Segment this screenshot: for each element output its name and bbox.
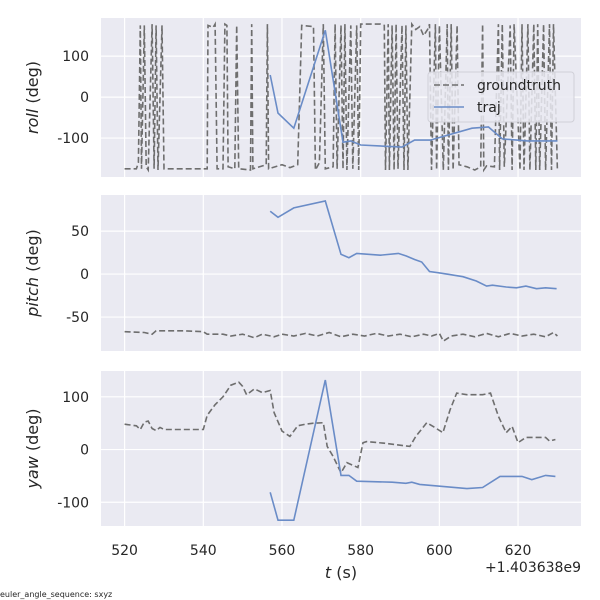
- series-traj-pitch: [269, 200, 557, 290]
- x-tick-label: 560: [269, 543, 296, 559]
- series-groundtruth-yaw: [124, 381, 556, 475]
- x-axis-label: t (s): [325, 563, 357, 582]
- x-tick-label: 520: [111, 543, 138, 559]
- panel-pitch: 50 0 -50 pitch (deg): [23, 195, 581, 351]
- series-traj-yaw: [269, 379, 556, 522]
- plot-background: [101, 195, 581, 351]
- x-tick-label: 540: [190, 543, 217, 559]
- y-axis-label: yaw (deg): [23, 408, 42, 489]
- y-tick-label: 100: [62, 390, 89, 406]
- legend-box: [427, 71, 575, 123]
- y-tick-label: 50: [71, 224, 89, 240]
- y-tick-label: 0: [80, 90, 89, 106]
- legend: groundtruth traj: [427, 71, 575, 123]
- y-tick-label: -100: [57, 131, 89, 147]
- y-tick-label: 100: [62, 49, 89, 65]
- panel-yaw: 520 540 560 580 600 620 100 0 -100 yaw (deg): [23, 371, 581, 559]
- x-axis: t (s) +1.403638e9: [325, 560, 581, 582]
- series-groundtruth-pitch: [124, 329, 558, 343]
- x-tick-label: 600: [426, 543, 453, 559]
- x-tick-label: 620: [505, 543, 532, 559]
- y-tick-label: -50: [66, 310, 89, 326]
- y-axis-label: pitch (deg): [23, 229, 42, 318]
- y-tick-label: 0: [80, 443, 89, 459]
- legend-label-traj: traj: [477, 100, 501, 116]
- series-traj-roll: [269, 30, 558, 148]
- x-tick-label: 580: [347, 543, 374, 559]
- y-tick-label: 0: [80, 267, 89, 283]
- legend-label-groundtruth: groundtruth: [477, 78, 561, 94]
- y-axis-label: roll (deg): [23, 61, 42, 134]
- y-tick-label: -100: [57, 495, 89, 511]
- footnote: euler_angle_sequence: sxyz: [0, 590, 112, 599]
- series-groundtruth-roll: [124, 21, 559, 174]
- x-offset-label: +1.403638e9: [485, 560, 581, 576]
